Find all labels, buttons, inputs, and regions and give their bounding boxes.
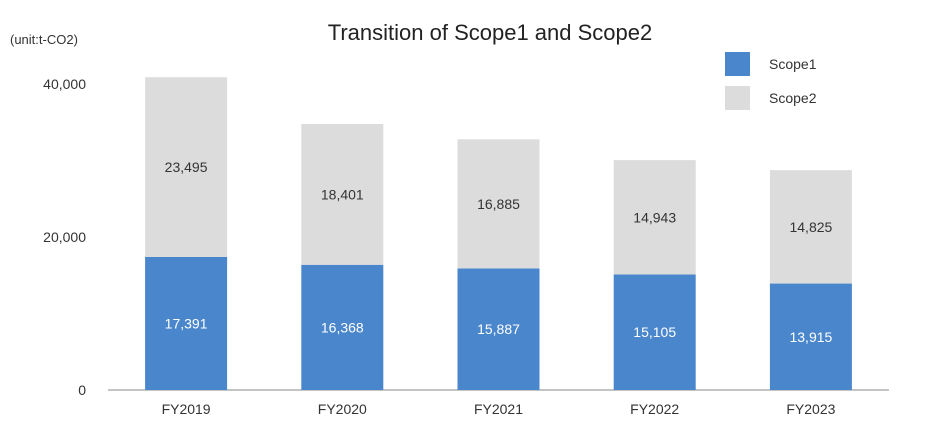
bars-layer: 17,391 23,495 16,368 18,401 15,887 16,885 15,1… <box>145 77 852 390</box>
bar-scope1-fy2022 <box>613 274 696 390</box>
bar-scope2-fy2020 <box>301 124 384 265</box>
data-label-scope2: 14,825 <box>789 219 832 235</box>
data-label-scope1: 15,887 <box>477 321 520 337</box>
x-tick-label: FY2020 <box>318 401 367 417</box>
data-label-scope2: 18,401 <box>321 186 364 202</box>
chart-title: Transition of Scope1 and Scope2 <box>328 20 653 45</box>
data-label-scope2: 14,943 <box>633 209 676 225</box>
bar-scope2-fy2023 <box>769 170 852 284</box>
data-label-scope1: 15,105 <box>633 324 676 340</box>
x-axis-labels: FY2019 FY2020 FY2021 FY2022 FY2023 <box>162 401 836 417</box>
y-tick-label: 40,000 <box>43 76 86 92</box>
x-tick-label: FY2019 <box>162 401 211 417</box>
legend: Scope1 Scope2 <box>725 52 817 110</box>
data-label-scope2: 23,495 <box>165 159 208 175</box>
bar-scope1-fy2021 <box>457 268 540 390</box>
bar-scope2-fy2019 <box>145 77 228 257</box>
x-tick-label: FY2021 <box>474 401 523 417</box>
unit-label: (unit:t-CO2) <box>10 32 78 47</box>
bar-scope1-fy2020 <box>301 264 384 390</box>
legend-swatch-scope2 <box>725 86 750 110</box>
bar-scope1-fy2019 <box>145 256 228 390</box>
data-label-scope1: 17,391 <box>165 315 208 331</box>
y-axis-labels: 0 20,000 40,000 <box>43 76 86 398</box>
bar-scope2-fy2021 <box>457 139 540 269</box>
data-label-scope1: 13,915 <box>789 329 832 345</box>
data-label-scope2: 16,885 <box>477 196 520 212</box>
bar-scope2-fy2022 <box>613 160 696 275</box>
legend-label-scope2: Scope2 <box>769 90 817 106</box>
x-tick-label: FY2023 <box>786 401 835 417</box>
bar-scope1-fy2023 <box>769 283 852 390</box>
y-tick-label: 20,000 <box>43 229 86 245</box>
x-tick-label: FY2022 <box>630 401 679 417</box>
legend-label-scope1: Scope1 <box>769 56 817 72</box>
legend-swatch-scope1 <box>725 52 750 76</box>
data-label-scope1: 16,368 <box>321 319 364 335</box>
y-tick-label: 0 <box>78 382 86 398</box>
